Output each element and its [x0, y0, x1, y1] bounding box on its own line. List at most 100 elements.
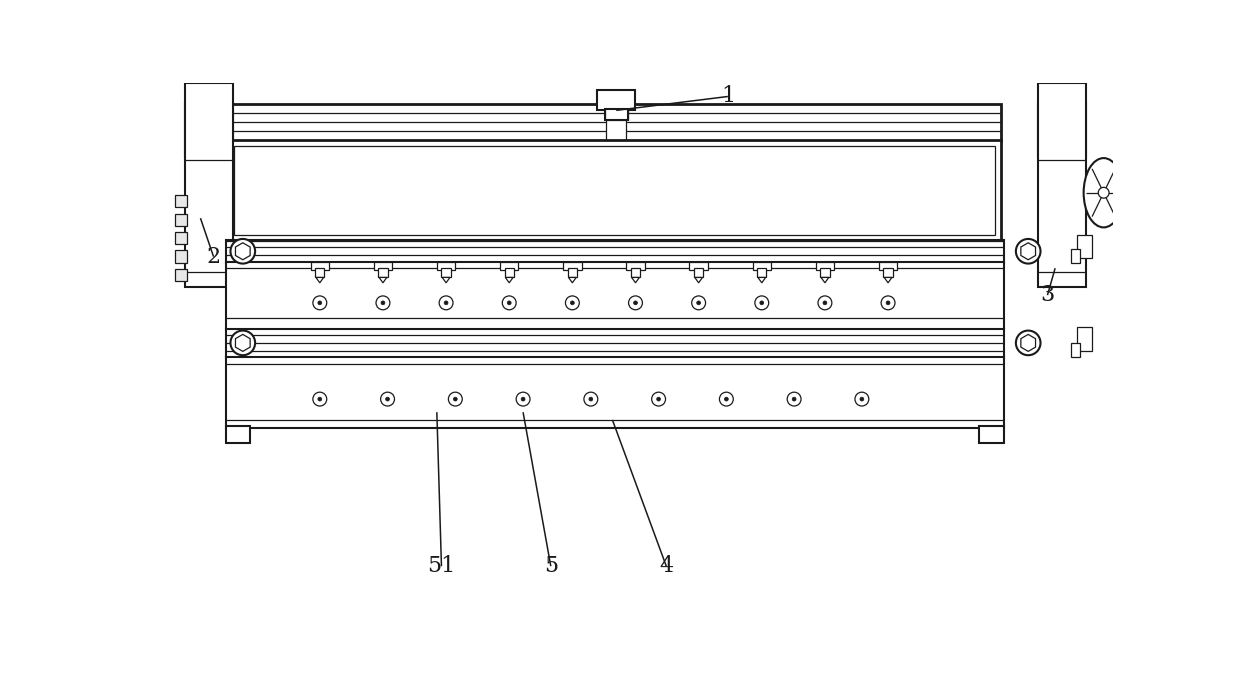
Bar [1086, 199, 1100, 211]
Bar [373, 262, 392, 270]
Bar [175, 269, 186, 281]
Bar [310, 262, 329, 270]
Bar [185, 83, 233, 288]
Circle shape [657, 397, 661, 401]
Bar [631, 268, 640, 277]
Bar [233, 146, 994, 235]
Circle shape [882, 296, 895, 310]
Circle shape [231, 239, 255, 263]
Circle shape [386, 397, 389, 401]
Bar [185, 103, 233, 156]
Bar [821, 268, 830, 277]
Circle shape [376, 296, 389, 310]
Bar [226, 262, 1003, 330]
Polygon shape [884, 277, 892, 283]
Bar [694, 268, 703, 277]
Bar [175, 195, 186, 207]
Circle shape [449, 392, 463, 406]
Circle shape [444, 301, 448, 305]
Circle shape [454, 397, 458, 401]
Circle shape [231, 331, 255, 355]
Ellipse shape [1084, 158, 1123, 227]
Bar [606, 120, 626, 141]
Circle shape [760, 301, 764, 305]
Bar [227, 140, 1001, 241]
Bar [626, 262, 645, 270]
Circle shape [502, 296, 516, 310]
Circle shape [724, 397, 728, 401]
Bar [175, 213, 186, 226]
Bar [563, 262, 582, 270]
Polygon shape [694, 277, 703, 283]
Circle shape [629, 296, 642, 310]
Bar [226, 329, 1003, 359]
Circle shape [584, 392, 598, 406]
Circle shape [589, 397, 593, 401]
Bar [1038, 83, 1086, 288]
Bar [226, 426, 250, 443]
Bar [1070, 343, 1080, 357]
Circle shape [381, 392, 394, 406]
Circle shape [317, 397, 321, 401]
Bar [1070, 249, 1080, 263]
Circle shape [1016, 331, 1040, 355]
Circle shape [792, 397, 796, 401]
Text: 51: 51 [428, 555, 455, 577]
Circle shape [565, 296, 579, 310]
Bar [605, 109, 627, 120]
Circle shape [634, 301, 637, 305]
Text: 5: 5 [543, 555, 558, 577]
Text: 2: 2 [207, 245, 221, 268]
Text: 1: 1 [720, 85, 735, 108]
Bar [227, 104, 1001, 141]
Polygon shape [758, 277, 765, 283]
Bar [175, 232, 186, 245]
Bar [1076, 327, 1092, 350]
Circle shape [312, 392, 326, 406]
Bar [378, 268, 388, 277]
Text: 4: 4 [660, 555, 673, 577]
Polygon shape [631, 277, 640, 283]
Circle shape [861, 397, 864, 401]
Polygon shape [316, 277, 324, 283]
Bar [441, 268, 450, 277]
Bar [505, 268, 513, 277]
Circle shape [516, 392, 529, 406]
Circle shape [692, 296, 706, 310]
Circle shape [439, 296, 453, 310]
Bar [753, 262, 771, 270]
Circle shape [381, 301, 384, 305]
Bar [436, 262, 455, 270]
Bar [816, 262, 835, 270]
Circle shape [854, 392, 869, 406]
Circle shape [818, 296, 832, 310]
Bar [175, 250, 186, 263]
Bar [568, 268, 577, 277]
Bar [978, 426, 1003, 443]
Polygon shape [379, 277, 387, 283]
Circle shape [1099, 188, 1109, 198]
Circle shape [317, 301, 321, 305]
Bar [226, 240, 1003, 263]
Bar [689, 262, 708, 270]
Circle shape [755, 296, 769, 310]
Circle shape [1016, 239, 1040, 263]
Text: 3: 3 [1040, 284, 1054, 306]
Bar [883, 268, 893, 277]
Bar [500, 262, 518, 270]
Circle shape [787, 392, 801, 406]
Bar [226, 357, 1003, 427]
Circle shape [887, 301, 890, 305]
Circle shape [521, 397, 525, 401]
Circle shape [312, 296, 326, 310]
Circle shape [507, 301, 511, 305]
Bar [1086, 186, 1101, 199]
Polygon shape [1021, 334, 1035, 352]
Bar [315, 268, 325, 277]
Circle shape [652, 392, 666, 406]
Polygon shape [236, 243, 250, 260]
Bar [596, 90, 635, 111]
Polygon shape [506, 277, 513, 283]
Polygon shape [1021, 243, 1035, 260]
Polygon shape [568, 277, 577, 283]
